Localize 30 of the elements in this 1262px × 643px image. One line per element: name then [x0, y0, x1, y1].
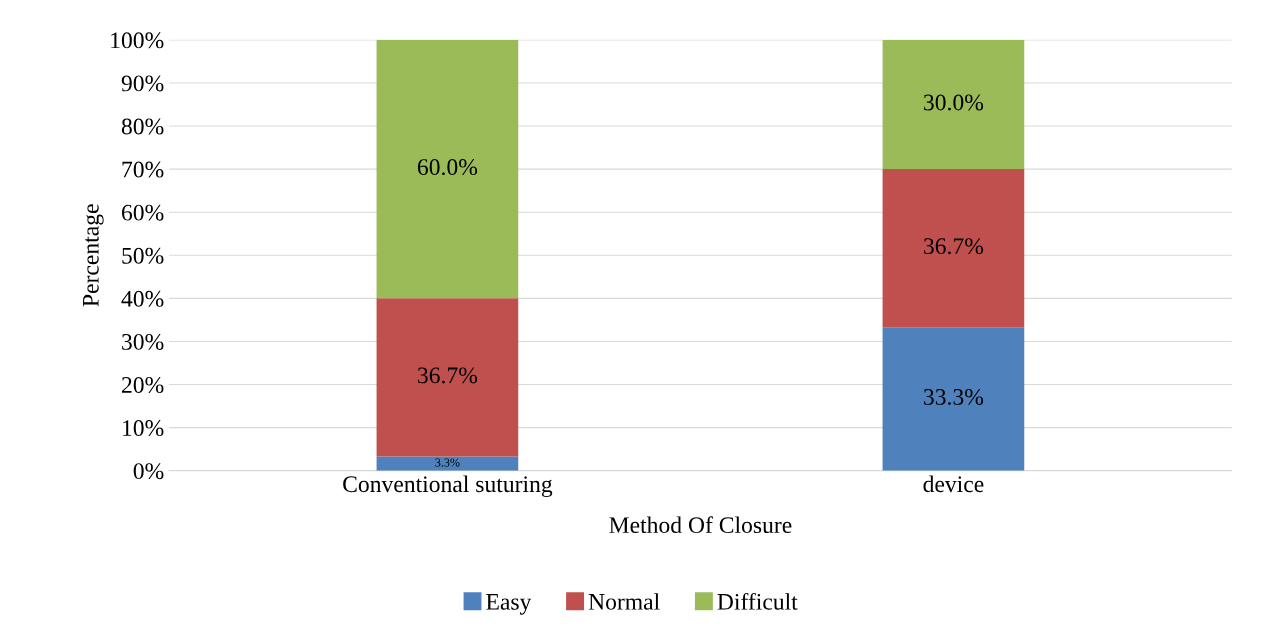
- y-tick-label: 100%: [111, 32, 164, 49]
- y-tick-label: 80%: [121, 118, 164, 135]
- data-label: 30.0%: [924, 94, 984, 111]
- data-label: 33.3%: [924, 388, 984, 405]
- bar: [882, 327, 1025, 471]
- y-tick-label: 70%: [122, 161, 164, 178]
- data-label: 36.7%: [418, 367, 478, 384]
- data-label: 60.0%: [417, 159, 478, 176]
- bar: [882, 169, 1025, 328]
- data-label: 3.3%: [435, 458, 460, 467]
- bar: [882, 39, 1025, 170]
- y-tick-label: 0%: [133, 463, 164, 480]
- bar: [376, 298, 519, 457]
- x-tick-label: Conventional suturing: [343, 475, 553, 498]
- legend-label: Difficult: [717, 592, 798, 610]
- y-tick-label: 30%: [122, 333, 164, 350]
- bar: [376, 39, 519, 299]
- y-tick-label: 20%: [122, 377, 164, 394]
- x-axis-title: Method Of Closure: [609, 516, 792, 534]
- y-tick-label: 50%: [122, 247, 164, 264]
- legend-label: Normal: [588, 593, 660, 610]
- y-axis-title: Percentage: [83, 204, 104, 307]
- y-tick-label: 40%: [121, 290, 164, 307]
- bar: [376, 456, 519, 471]
- x-tick-label: device: [923, 475, 984, 493]
- data-label: 36.7%: [924, 238, 984, 255]
- y-tick-label: 60%: [121, 204, 164, 221]
- y-tick-label: 90%: [121, 75, 164, 92]
- legend-label: Easy: [486, 594, 532, 615]
- y-tick-label: 10%: [123, 420, 164, 437]
